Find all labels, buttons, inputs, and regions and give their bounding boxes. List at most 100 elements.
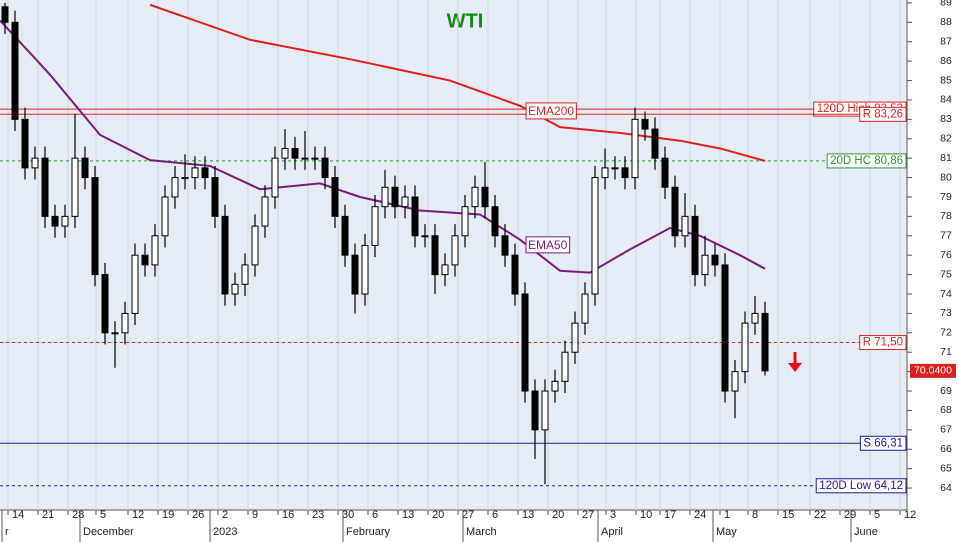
candle-body — [251, 225, 259, 266]
y-tick-label: 81 — [940, 152, 952, 164]
candle-body — [701, 254, 709, 276]
y-tick-label: 89 — [940, 0, 952, 9]
candle-body — [71, 157, 79, 217]
candle-body — [21, 118, 29, 169]
candle-body — [31, 157, 39, 169]
x-tick-label: 15 — [782, 509, 794, 521]
candle-body — [221, 215, 229, 295]
x-tick-label: 6 — [372, 509, 378, 521]
candle-body — [411, 196, 419, 237]
month-label: May — [716, 526, 737, 538]
candle-body — [91, 177, 99, 276]
y-tick-label: 65 — [940, 462, 952, 474]
x-tick-label: 16 — [282, 509, 294, 521]
x-tick-label: 8 — [752, 509, 758, 521]
candle-body — [731, 371, 739, 392]
y-tick-label: 72 — [940, 327, 952, 339]
x-tick-label: 13 — [402, 509, 414, 521]
candle-body — [561, 351, 569, 382]
month-label: December — [83, 526, 134, 538]
month-label: March — [466, 526, 497, 538]
candle-body — [711, 254, 719, 266]
candle-body — [211, 177, 219, 217]
candle-body — [541, 390, 549, 431]
candle-body — [111, 332, 119, 335]
y-tick-label: 73 — [940, 307, 952, 319]
candle-body — [151, 235, 159, 266]
candle-body — [571, 322, 579, 353]
last-price-label: 70.0400 — [914, 365, 952, 377]
candle-body — [671, 186, 679, 237]
x-tick-label: 5 — [874, 509, 880, 521]
candle-body — [371, 206, 379, 246]
x-tick-label: 5 — [100, 509, 106, 521]
candle-body — [81, 157, 89, 179]
x-tick-label: 27 — [582, 509, 594, 521]
y-tick-label: 75 — [940, 268, 952, 280]
x-tick-label: 27 — [462, 509, 474, 521]
candle-body — [311, 157, 319, 160]
moving-average-label: EMA50 — [528, 238, 568, 252]
level-label: S 66,31 — [863, 437, 903, 449]
x-tick-label: 12 — [904, 509, 916, 521]
candle-body — [121, 312, 129, 334]
candle-body — [481, 186, 489, 208]
candle-body — [271, 157, 279, 198]
candle-body — [231, 283, 239, 295]
level-label: R 83,26 — [863, 108, 903, 120]
x-tick-label: 30 — [342, 509, 354, 521]
month-label: April — [601, 526, 623, 538]
level-label: 20D HC 80,86 — [830, 155, 903, 167]
candle-body — [181, 177, 189, 180]
moving-average-label-box — [525, 236, 571, 254]
candle-body — [331, 177, 339, 217]
candle-body — [621, 167, 629, 179]
candle-body — [291, 147, 299, 159]
month-label: February — [346, 526, 391, 538]
candle-body — [141, 254, 149, 266]
candle-body — [51, 215, 59, 227]
y-tick-label: 82 — [940, 133, 952, 145]
candle-body — [321, 157, 329, 179]
candle-body — [641, 118, 649, 130]
y-tick-label: 79 — [940, 191, 952, 203]
candle-body — [1, 6, 9, 23]
candle-body — [491, 206, 499, 237]
candle-body — [591, 177, 599, 295]
last-price-box — [910, 363, 956, 378]
candle-body — [601, 167, 609, 179]
candle-body — [261, 196, 269, 227]
candle-body — [61, 215, 69, 227]
candle-body — [361, 244, 369, 295]
y-tick-label: 83 — [940, 113, 952, 125]
x-tick-label: 23 — [312, 509, 324, 521]
candle-body — [431, 235, 439, 276]
candle-body — [521, 293, 529, 392]
candle-body — [171, 177, 179, 198]
candle-body — [381, 186, 389, 208]
candle-body — [471, 186, 479, 208]
y-tick-label: 85 — [940, 74, 952, 86]
candle-body — [691, 215, 699, 276]
x-tick-label: 24 — [694, 509, 706, 521]
y-tick-label: 74 — [940, 288, 952, 300]
y-axis-area — [907, 0, 959, 542]
x-tick-label: 6 — [492, 509, 498, 521]
x-tick-label: 28 — [72, 509, 84, 521]
x-axis-area — [0, 510, 907, 542]
candle-body — [681, 215, 689, 237]
candle-body — [11, 21, 19, 120]
candle-body — [341, 215, 349, 256]
candle-body — [451, 235, 459, 266]
candle-body — [131, 254, 139, 314]
candle-body — [631, 118, 639, 179]
y-tick-label: 71 — [940, 346, 952, 358]
candle-body — [281, 147, 289, 159]
x-tick-label: 20 — [552, 509, 564, 521]
candle-body — [161, 196, 169, 237]
level-label-box — [826, 153, 907, 169]
y-tick-label: 64 — [940, 482, 952, 494]
month-label: r — [5, 526, 9, 538]
x-tick-label: 17 — [664, 509, 676, 521]
y-tick-label: 77 — [940, 230, 952, 242]
